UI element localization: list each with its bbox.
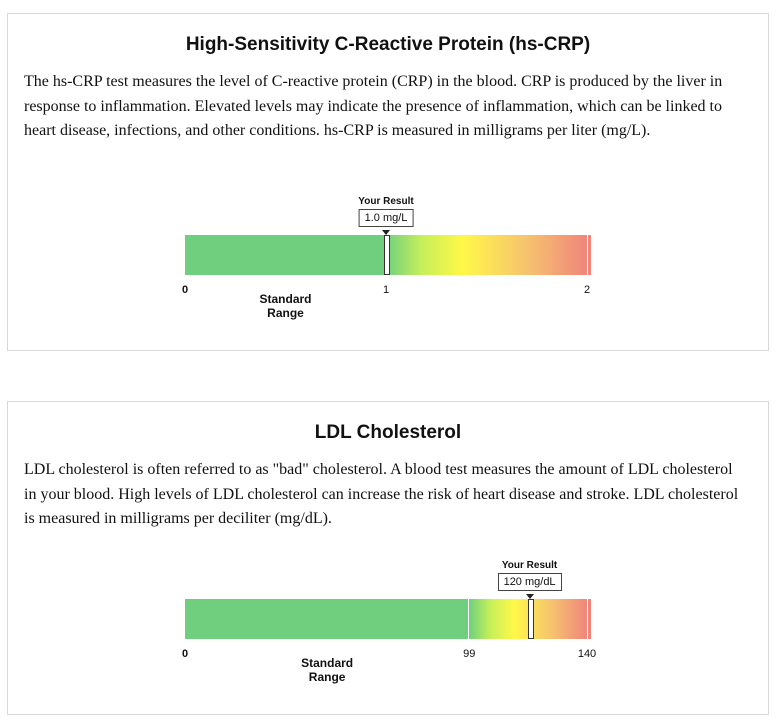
standard-range-segment (185, 599, 470, 639)
card-title: High-Sensitivity C-Reactive Protein (hs-… (185, 34, 591, 55)
standard-range-segment (185, 235, 386, 275)
result-gauge: Your Result 120 mg/dL 0 99 140 Standard … (8, 402, 768, 714)
tick-min: 0 (181, 284, 189, 296)
result-marker (384, 235, 390, 275)
result-pointer-icon (525, 594, 534, 599)
tick-standard-limit: 99 (463, 648, 476, 660)
result-marker (527, 599, 534, 639)
tick-min: 0 (181, 648, 189, 660)
card-title: LDL Cholesterol (314, 422, 462, 443)
hs-crp-card: High-Sensitivity C-Reactive Protein (hs-… (7, 13, 769, 351)
high-range-end (588, 235, 591, 275)
result-value-box: 120 mg/dL (497, 573, 562, 591)
standard-range-label: Standard Range (301, 656, 354, 684)
ldl-cholesterol-card: LDL Cholesterol LDL cholesterol is often… (7, 401, 769, 715)
tick-max: 140 (577, 648, 597, 660)
result-pointer-icon (382, 230, 390, 235)
your-result-label: Your Result (501, 560, 558, 571)
card-description: The hs-CRP test measures the level of C-… (24, 73, 723, 139)
range-bar (185, 599, 591, 639)
high-range-end (588, 599, 591, 639)
your-result-label: Your Result (358, 196, 414, 207)
range-bar (185, 235, 591, 275)
tick-max: 2 (583, 284, 591, 296)
result-gauge: Your Result 1.0 mg/L 0 1 2 Standard Rang… (8, 14, 768, 350)
tick-standard-limit: 1 (382, 284, 390, 296)
elevated-range-segment (386, 235, 587, 275)
card-description: LDL cholesterol is often referred to as … (24, 461, 739, 527)
standard-range-label: Standard Range (259, 292, 312, 320)
result-value-box: 1.0 mg/L (358, 209, 414, 227)
